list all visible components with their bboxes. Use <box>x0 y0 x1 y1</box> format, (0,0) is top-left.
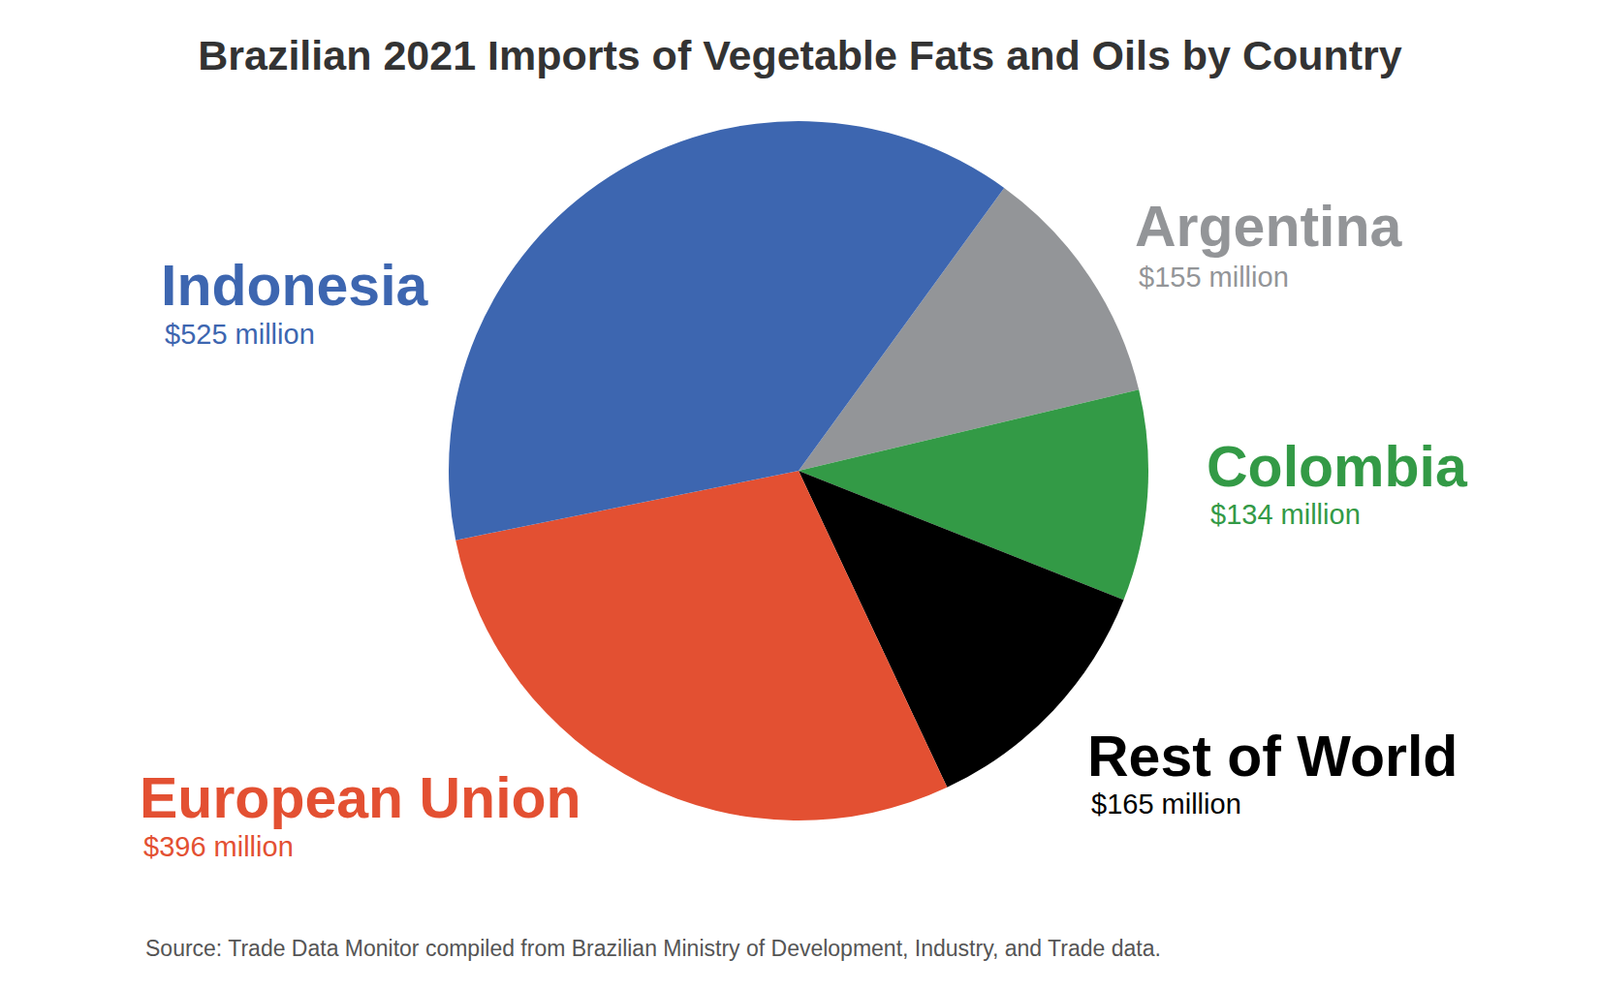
svg-text:Brazilian 2021 Imports of Vege: Brazilian 2021 Imports of Vegetable Fats… <box>197 31 1403 79</box>
svg-text:$134 million: $134 million <box>1210 499 1361 531</box>
svg-text:$165 million: $165 million <box>1091 788 1242 820</box>
svg-text:$396 million: $396 million <box>143 831 294 863</box>
svg-text:$525 million: $525 million <box>164 318 315 350</box>
svg-text:European Union: European Union <box>139 766 582 831</box>
svg-text:Rest of World: Rest of World <box>1087 724 1458 789</box>
svg-text:Source: Trade Data Monitor com: Source: Trade Data Monitor compiled from… <box>145 936 1161 962</box>
svg-text:Indonesia: Indonesia <box>160 253 430 318</box>
svg-text:Argentina: Argentina <box>1134 194 1404 259</box>
svg-text:Colombia: Colombia <box>1206 435 1469 500</box>
svg-text:$155 million: $155 million <box>1138 261 1289 293</box>
